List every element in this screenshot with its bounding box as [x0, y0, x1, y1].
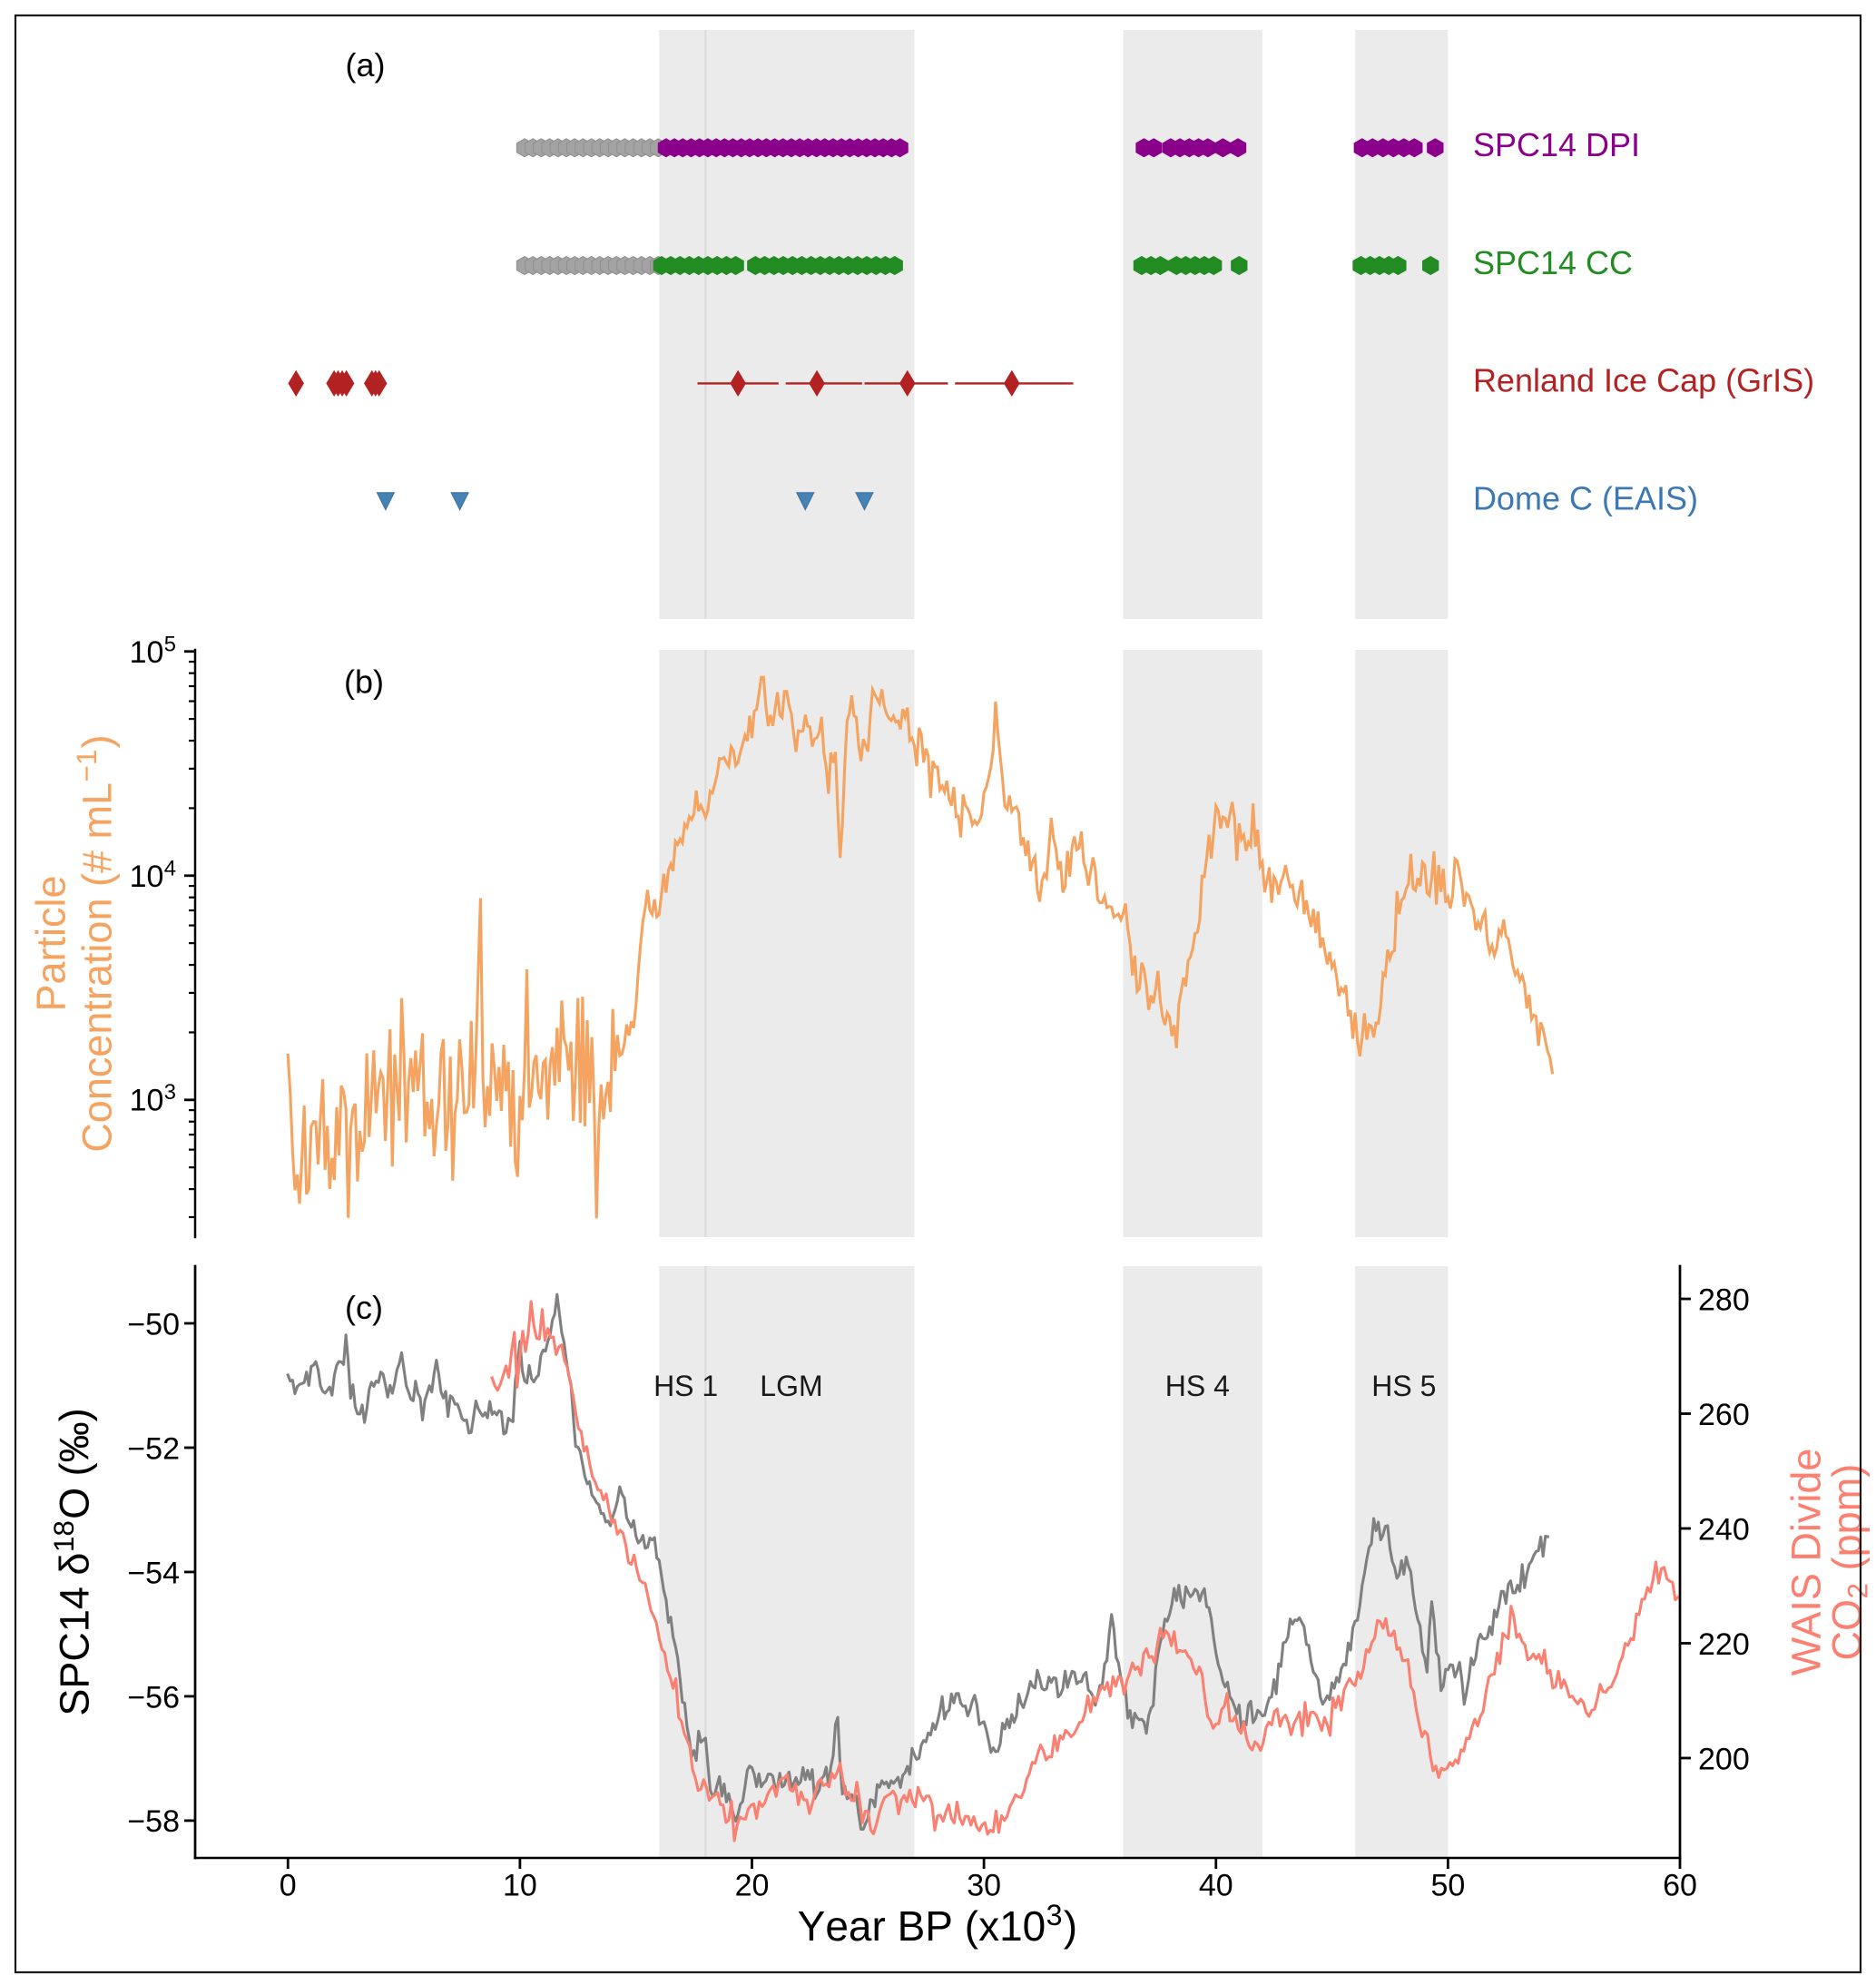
- svg-text:220: 220: [1698, 1627, 1750, 1662]
- svg-text:WAIS Divide: WAIS Divide: [1783, 1449, 1829, 1676]
- svg-text:200: 200: [1698, 1742, 1750, 1776]
- svg-text:SPC14 CC: SPC14 CC: [1473, 244, 1633, 281]
- svg-text:(b): (b): [344, 663, 384, 700]
- svg-text:(c): (c): [345, 1289, 383, 1326]
- svg-text:1 0 4: 1 0 4: [130, 856, 176, 894]
- svg-text:S P C 1: S P C 1 4 δ O ( ‰ ) 1 8: [47, 1404, 98, 1715]
- svg-text:−58: −58: [127, 1804, 180, 1839]
- svg-text:1 0 3: 1 0 3: [130, 1080, 176, 1118]
- svg-text:HS 4: HS 4: [1165, 1370, 1230, 1402]
- svg-text:260: 260: [1698, 1398, 1750, 1432]
- svg-text:1 0 5: 1 0 5: [130, 632, 176, 670]
- svg-text:60: 60: [1663, 1869, 1697, 1903]
- svg-text:C o n c: C o n c e n t r a t i o n ( # m L ) − 1: [70, 731, 121, 1152]
- svg-text:30: 30: [967, 1869, 1001, 1903]
- svg-text:Dome C (EAIS): Dome C (EAIS): [1473, 480, 1698, 517]
- svg-text:50: 50: [1430, 1869, 1465, 1903]
- svg-text:Particle: Particle: [27, 875, 74, 1011]
- svg-text:(a): (a): [345, 46, 385, 84]
- svg-text:HS 1: HS 1: [653, 1370, 718, 1402]
- svg-text:SPC14 DPI: SPC14 DPI: [1473, 126, 1640, 163]
- svg-text:−54: −54: [127, 1556, 180, 1590]
- svg-text:−50: −50: [127, 1307, 180, 1341]
- svg-text:0: 0: [280, 1869, 297, 1903]
- svg-text:LGM: LGM: [760, 1370, 822, 1402]
- svg-text:240: 240: [1698, 1512, 1750, 1547]
- svg-text:−52: −52: [127, 1431, 180, 1466]
- svg-text:280: 280: [1698, 1282, 1750, 1317]
- svg-text:10: 10: [503, 1869, 537, 1903]
- svg-text:20: 20: [735, 1869, 770, 1903]
- svg-text:Y e a r: Y e a r B P ( x 1 0 ) 3: [798, 1899, 1081, 1950]
- svg-text:40: 40: [1199, 1869, 1233, 1903]
- svg-text:Renland Ice Cap (GrIS): Renland Ice Cap (GrIS): [1473, 362, 1814, 399]
- svg-text:−56: −56: [127, 1680, 180, 1715]
- svg-text:HS 5: HS 5: [1371, 1370, 1436, 1402]
- svg-text:C O (: C O ( p p m ) 2: [1823, 1460, 1873, 1661]
